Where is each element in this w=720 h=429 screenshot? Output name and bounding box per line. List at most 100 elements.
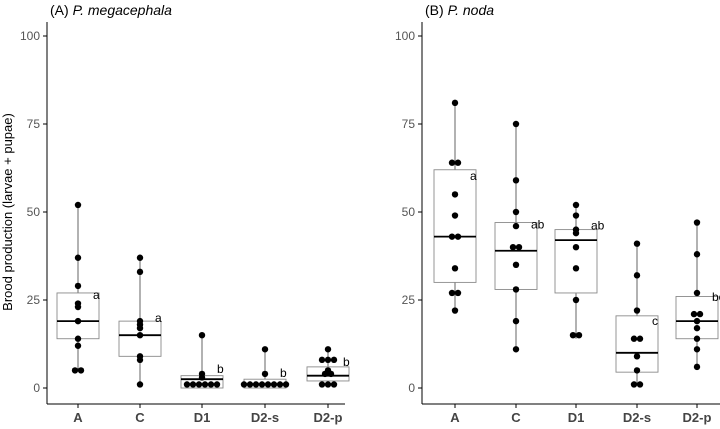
panel-b-box-d2-p: bc — [675, 219, 720, 371]
data-point — [282, 381, 290, 388]
data-point — [74, 282, 82, 290]
data-point — [633, 307, 641, 314]
data-point — [512, 208, 520, 216]
data-point — [633, 353, 641, 360]
data-point — [71, 367, 79, 374]
data-point — [136, 356, 144, 364]
data-point — [693, 219, 701, 226]
panel-a-y-tick-label: 0 — [33, 381, 40, 395]
data-point — [136, 254, 144, 261]
data-point — [693, 317, 701, 325]
y-axis-label: Brood production (larvae + pupae) — [0, 113, 15, 311]
data-point — [246, 381, 254, 388]
data-point — [327, 370, 335, 378]
significance-letter: bc — [712, 290, 720, 304]
data-point — [575, 332, 583, 339]
data-point — [258, 381, 266, 388]
data-point — [451, 99, 459, 107]
data-point — [136, 332, 144, 339]
data-point — [509, 244, 517, 251]
data-point — [207, 381, 215, 388]
data-point — [512, 261, 520, 268]
significance-letter: b — [343, 355, 350, 369]
panel-a-x-tick-label: C — [135, 410, 145, 425]
panel-a-box-d2-p: b — [306, 346, 350, 388]
data-point — [330, 381, 338, 388]
panel-a-box-d1: b — [180, 332, 224, 389]
data-point — [454, 233, 462, 240]
data-point — [136, 381, 144, 388]
data-point — [74, 335, 82, 342]
iqr-box — [615, 315, 659, 373]
panel-b-y-tick-label: 25 — [402, 293, 416, 307]
significance-letter: ab — [531, 217, 545, 231]
panel-a-x-tick-label: D2-p — [314, 410, 343, 425]
data-point — [261, 370, 269, 378]
data-point — [512, 120, 520, 128]
data-point — [198, 332, 206, 339]
data-point — [572, 201, 580, 209]
data-point — [318, 356, 326, 364]
panel-b-x-tick-label: D2-p — [683, 410, 712, 425]
data-point — [454, 159, 462, 166]
data-point — [189, 381, 197, 388]
data-point — [330, 356, 338, 364]
data-point — [276, 381, 284, 388]
data-point — [693, 363, 701, 371]
panel-b-box-d1: ab — [554, 201, 605, 339]
data-point — [572, 244, 580, 251]
panel-a-y-tick-label: 100 — [20, 29, 40, 43]
data-point — [451, 265, 459, 272]
data-point — [572, 212, 580, 219]
panel-b-x-tick-label: D1 — [568, 410, 585, 425]
data-point — [633, 240, 641, 247]
data-point — [136, 324, 144, 332]
data-point — [136, 268, 144, 276]
data-point — [451, 191, 459, 198]
data-point — [515, 244, 523, 251]
data-point — [324, 381, 332, 388]
iqr-box — [433, 169, 477, 283]
data-point — [630, 381, 638, 388]
data-point — [454, 289, 462, 297]
iqr-box — [554, 229, 598, 294]
panel-a-box-a: a — [56, 201, 100, 374]
data-point — [74, 317, 82, 325]
panel-a-box-d2-s: b — [240, 346, 290, 389]
panel-b-box-a: a — [433, 99, 477, 314]
data-point — [198, 374, 206, 381]
panel-b-y-tick-label: 50 — [402, 205, 416, 219]
data-point — [633, 272, 641, 279]
data-point — [512, 346, 520, 353]
panel-a-y-tick-label: 50 — [27, 205, 41, 219]
significance-letter: a — [93, 288, 100, 302]
data-point — [451, 212, 459, 219]
data-point — [572, 265, 580, 272]
data-point — [693, 289, 701, 297]
data-point — [318, 381, 326, 388]
data-point — [636, 335, 644, 342]
panel-a-x-tick-label: D2-s — [251, 410, 279, 425]
panel-a-title-species: P. megacephala — [73, 2, 173, 18]
data-point — [512, 222, 520, 230]
data-point — [195, 381, 203, 388]
panel-a-title-prefix: (A) — [50, 2, 73, 18]
data-point — [77, 367, 85, 374]
data-point — [630, 335, 638, 342]
data-point — [324, 346, 332, 353]
data-point — [512, 177, 520, 184]
significance-letter: ab — [591, 218, 605, 232]
data-point — [448, 159, 456, 166]
panel-b-y-tick-label: 0 — [408, 381, 415, 395]
data-point — [74, 254, 82, 261]
significance-letter: b — [217, 362, 224, 376]
data-point — [512, 317, 520, 325]
panel-a-title: (A) P. megacephala — [50, 2, 172, 18]
panel-b-x-tick-label: D2-s — [623, 410, 651, 425]
panel-b-chart: (B) P. noda 0 25 50 75 100 a Aab Cab D1 c D2-s bc D2… — [395, 2, 720, 425]
iqr-box — [494, 222, 538, 290]
data-point — [572, 229, 580, 237]
significance-letter: c — [652, 314, 658, 328]
data-point — [512, 286, 520, 293]
